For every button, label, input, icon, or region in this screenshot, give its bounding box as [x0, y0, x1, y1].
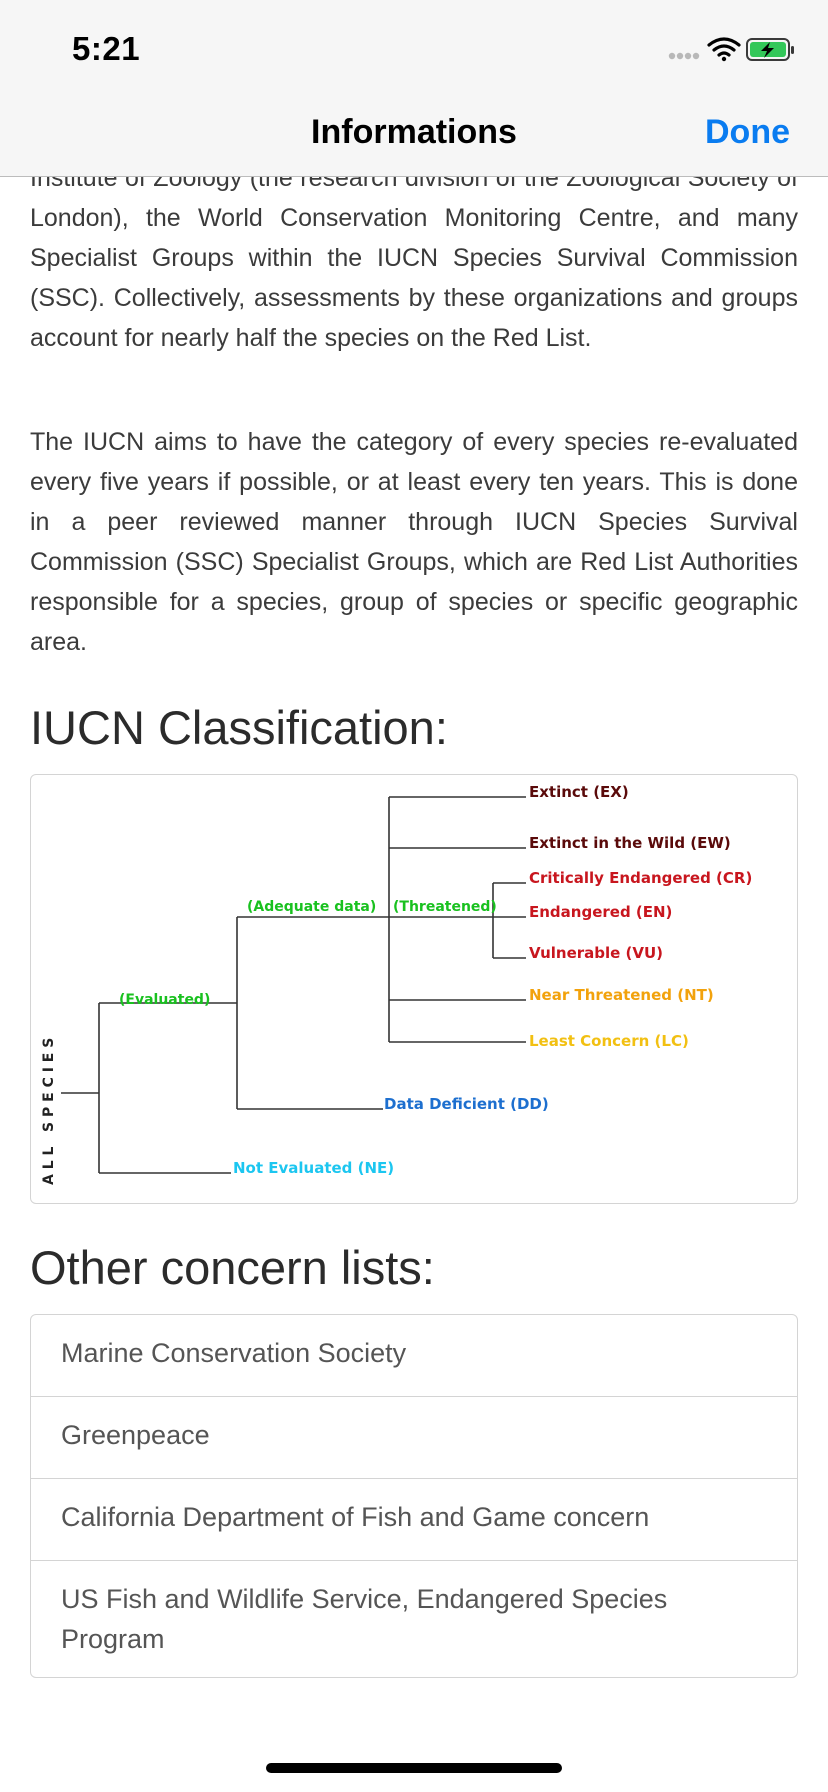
- list-item-marine-conservation-society[interactable]: Marine Conservation Society: [31, 1315, 797, 1397]
- cellular-signal-icon: [668, 52, 700, 60]
- intro-paragraph-2: The IUCN aims to have the category of ev…: [30, 428, 798, 656]
- leaf-least-concern: Least Concern (LC): [529, 1032, 689, 1050]
- page-title: Informations: [311, 113, 517, 151]
- wifi-icon: [707, 37, 741, 62]
- leaf-extinct-in-wild: Extinct in the Wild (EW): [529, 834, 731, 852]
- leaf-not-evaluated: Not Evaluated (NE): [233, 1159, 394, 1177]
- navigation-bar: 5:21 Informations Done: [0, 0, 828, 177]
- status-icons: [646, 34, 796, 64]
- intro-paragraph-1: Institute of Zoology (the research divis…: [30, 164, 798, 352]
- list-item-california-fish-and-game[interactable]: California Department of Fish and Game c…: [31, 1479, 797, 1561]
- branch-label-adequate-data: (Adequate data): [247, 899, 376, 915]
- iucn-classification-heading: IUCN Classification:: [30, 701, 448, 754]
- status-time: 5:21: [72, 30, 141, 67]
- other-concern-lists: Marine Conservation Society Greenpeace C…: [30, 1314, 798, 1678]
- iucn-classification-diagram: A L L S P E C I E S (Evaluated) (Adequat…: [30, 774, 798, 1204]
- leaf-near-threatened: Near Threatened (NT): [529, 986, 714, 1004]
- leaf-endangered: Endangered (EN): [529, 903, 672, 921]
- branch-label-evaluated: (Evaluated): [119, 992, 210, 1008]
- done-button[interactable]: Done: [705, 113, 790, 151]
- home-indicator[interactable]: [266, 1763, 562, 1773]
- list-item-greenpeace[interactable]: Greenpeace: [31, 1397, 797, 1479]
- leaf-data-deficient: Data Deficient (DD): [384, 1095, 549, 1113]
- leaf-critically-endangered: Critically Endangered (CR): [529, 869, 752, 887]
- leaf-extinct: Extinct (EX): [529, 783, 629, 801]
- branch-label-threatened: (Threatened): [393, 899, 497, 915]
- classification-tree: A L L S P E C I E S (Evaluated) (Adequat…: [41, 783, 752, 1185]
- battery-charging-icon: [746, 38, 794, 61]
- other-concern-lists-heading: Other concern lists:: [30, 1241, 435, 1294]
- list-item-us-fish-and-wildlife[interactable]: US Fish and Wildlife Service, Endangered…: [61, 1584, 668, 1654]
- all-species-label: A L L S P E C I E S: [41, 1038, 57, 1185]
- leaf-vulnerable: Vulnerable (VU): [529, 944, 663, 962]
